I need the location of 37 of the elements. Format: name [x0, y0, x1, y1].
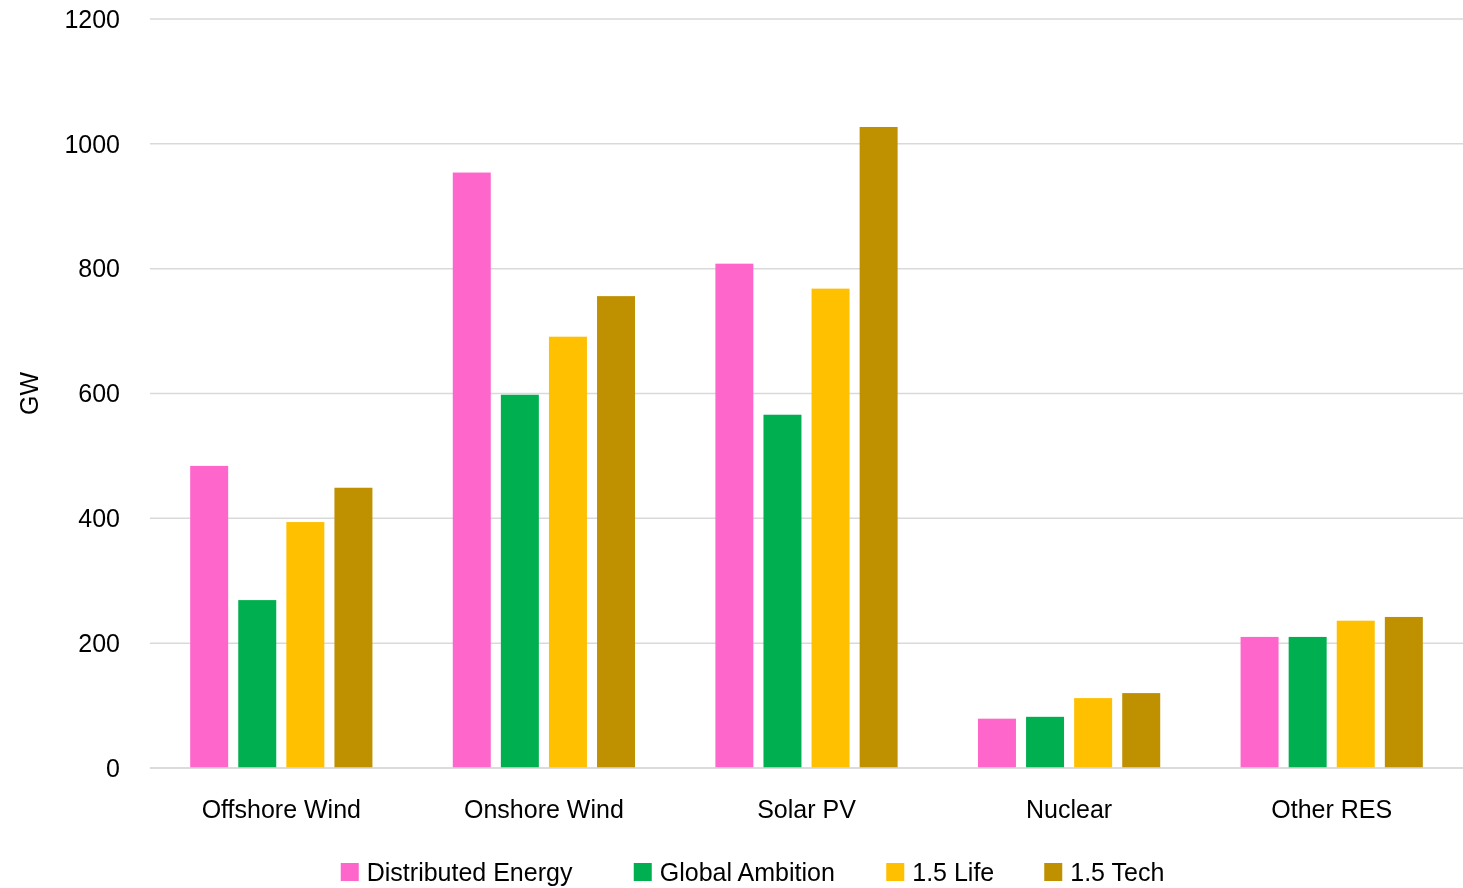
bar [811, 288, 850, 768]
x-tick-label: Nuclear [1026, 795, 1113, 823]
bar [1288, 636, 1327, 768]
bar [452, 172, 491, 768]
bar [597, 296, 636, 768]
y-tick-label: 0 [106, 753, 120, 782]
x-tick-label: Onshore Wind [464, 795, 624, 823]
bar [1026, 716, 1065, 768]
bar [1240, 636, 1279, 768]
bar [190, 465, 229, 768]
bar [500, 394, 539, 768]
bar [859, 126, 898, 768]
x-tick-label: Offshore Wind [201, 795, 361, 823]
y-tick-label: 200 [78, 628, 120, 657]
bar [1074, 698, 1113, 768]
legend-label: 1.5 Life [912, 857, 995, 886]
bar [334, 487, 373, 768]
bar [763, 414, 802, 768]
y-axis-title: GW [15, 371, 43, 416]
bar [977, 718, 1016, 768]
y-tick-label: 600 [78, 379, 120, 408]
x-tick-label: Solar PV [757, 795, 857, 823]
legend-label: Global Ambition [659, 857, 835, 886]
bar [238, 600, 277, 768]
bar [286, 522, 325, 768]
legend-label: 1.5 Tech [1070, 857, 1165, 886]
y-tick-label: 1200 [64, 4, 120, 33]
bar [1384, 616, 1423, 768]
y-tick-label: 1000 [64, 129, 120, 158]
bar [1122, 693, 1161, 768]
y-tick-label: 400 [78, 504, 120, 533]
bar [548, 336, 587, 768]
legend-label: Distributed Energy [366, 857, 573, 886]
bar [1336, 620, 1375, 768]
y-tick-label: 800 [78, 254, 120, 283]
bar [715, 263, 754, 768]
x-tick-label: Other RES [1271, 795, 1393, 823]
